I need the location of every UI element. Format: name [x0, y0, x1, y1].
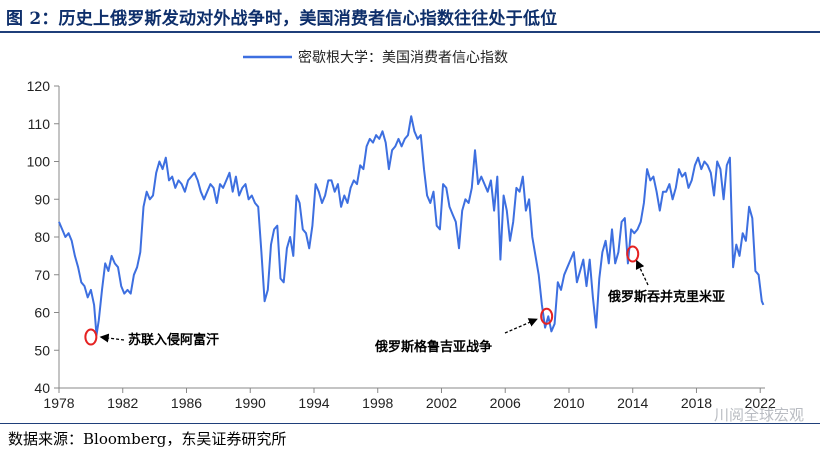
x-tick-label: 2018 — [681, 395, 712, 411]
x-tick-label: 1994 — [298, 395, 329, 411]
annotation-arrow — [99, 333, 125, 343]
y-tick-label: 100 — [27, 154, 51, 170]
y-tick-label: 50 — [34, 342, 50, 358]
annotation-label: 苏联入侵阿富汗 — [128, 332, 219, 348]
annotations: 苏联入侵阿富汗 俄罗斯格鲁吉亚战争 俄罗斯吞并克里米亚 — [84, 245, 725, 355]
legend: 密歇根大学：美国消费者信心指数 — [243, 49, 508, 66]
x-tick-label: 2002 — [426, 395, 457, 411]
title-divider — [0, 31, 820, 33]
y-tick-label: 70 — [34, 267, 50, 283]
x-tick-label: 1982 — [107, 395, 138, 411]
series-layer — [58, 115, 765, 337]
x-tick-label: 2022 — [745, 395, 776, 411]
annotation-arrow — [635, 259, 649, 286]
x-tick-label: 1998 — [362, 395, 393, 411]
annotation-arrow — [504, 318, 538, 334]
x-tick-label: 2010 — [553, 395, 584, 411]
event-marker — [626, 245, 640, 263]
x-tick-label: 2014 — [617, 395, 648, 411]
y-tick-label: 80 — [34, 229, 50, 245]
x-tick-label: 1986 — [171, 395, 202, 411]
x-axis: 1978 1982 1986 1990 1994 1998 2002 2006 2010 2014… — [43, 387, 776, 411]
y-tick-label: 110 — [28, 116, 51, 132]
annotation-label: 俄罗斯吞并克里米亚 — [607, 289, 725, 305]
watermark: 川阅全球宏观 — [713, 406, 804, 424]
legend-label: 密歇根大学：美国消费者信心指数 — [298, 49, 508, 66]
y-axis: 40 50 60 70 80 90 100 110 120 — [27, 78, 60, 396]
series-line — [58, 115, 765, 337]
annotation-label: 俄罗斯格鲁吉亚战争 — [374, 339, 492, 355]
source-divider — [0, 423, 820, 424]
y-tick-label: 120 — [27, 78, 51, 94]
y-tick-label: 60 — [34, 305, 50, 321]
y-tick-label: 40 — [34, 380, 50, 396]
x-tick-label: 1990 — [235, 395, 266, 411]
event-marker — [84, 328, 98, 346]
data-source: 数据来源：Bloomberg，东吴证券研究所 — [8, 430, 287, 448]
x-tick-label: 2006 — [490, 395, 521, 411]
chart-title: 图 2：历史上俄罗斯发动对外战争时，美国消费者信心指数往往处于低位 — [6, 9, 558, 29]
event-marker — [540, 307, 554, 325]
x-tick-label: 1978 — [43, 395, 74, 411]
y-tick-label: 90 — [34, 191, 50, 207]
